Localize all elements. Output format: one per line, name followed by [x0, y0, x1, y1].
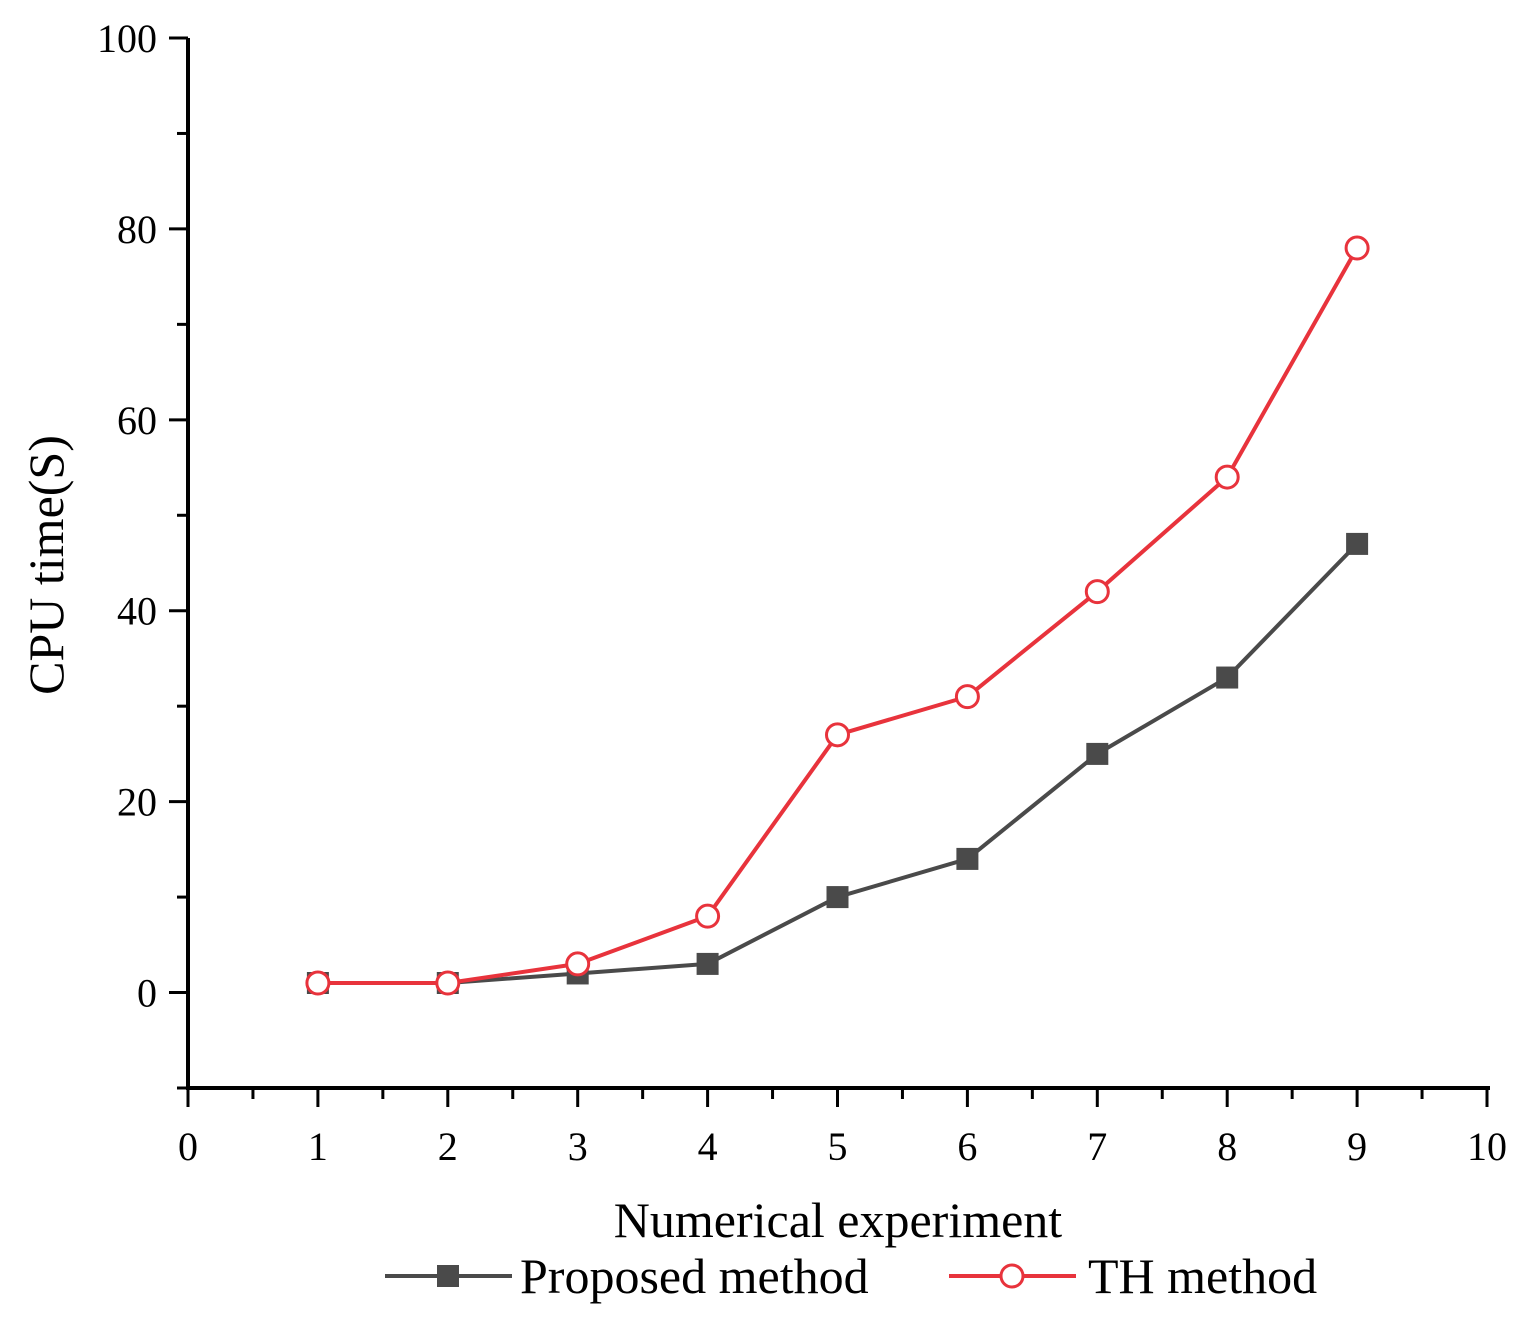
x-tick-label: 2	[438, 1124, 458, 1169]
series-line	[317, 247, 1359, 985]
data-point[interactable]	[825, 722, 850, 748]
y-tick-label: 60	[117, 398, 157, 443]
x-axis-title: Numerical experiment	[614, 1192, 1063, 1248]
data-point[interactable]	[435, 970, 461, 996]
y-tick-label: 40	[117, 589, 157, 634]
tick-marks	[169, 36, 1489, 1107]
legend-label-th-method: TH method	[1088, 1248, 1317, 1304]
y-tick-label: 20	[117, 780, 157, 825]
y-tick-label: 100	[97, 16, 157, 61]
series-th-method	[305, 235, 1370, 996]
x-tick-label: 6	[957, 1124, 977, 1169]
series-line	[317, 542, 1359, 985]
x-tick-label: 0	[178, 1124, 198, 1169]
x-tick-label: 4	[698, 1124, 718, 1169]
x-tick-label: 3	[568, 1124, 588, 1169]
legend-marker-square-icon	[437, 1265, 459, 1287]
data-point[interactable]	[826, 886, 849, 909]
y-tick-label: 0	[137, 971, 157, 1016]
legend-marker-circle-icon	[999, 1263, 1025, 1289]
series-proposed-method	[306, 532, 1369, 994]
data-point[interactable]	[1346, 532, 1369, 555]
data-point[interactable]	[956, 847, 979, 870]
x-tick-label: 7	[1087, 1124, 1107, 1169]
data-point[interactable]	[1086, 742, 1109, 765]
data-point[interactable]	[1216, 666, 1239, 689]
series	[305, 235, 1370, 996]
legend-item-th-method[interactable]: TH method	[949, 1248, 1317, 1304]
x-tick-label: 1	[308, 1124, 328, 1169]
x-tick-label: 10	[1467, 1124, 1507, 1169]
data-point[interactable]	[1084, 579, 1110, 605]
data-point[interactable]	[1214, 464, 1240, 490]
data-point[interactable]	[954, 684, 980, 710]
x-tick-label: 8	[1217, 1124, 1237, 1169]
data-point[interactable]	[1344, 235, 1370, 261]
x-tick-label: 9	[1347, 1124, 1367, 1169]
x-tick-label: 5	[828, 1124, 848, 1169]
data-point[interactable]	[695, 903, 721, 929]
data-point[interactable]	[565, 951, 591, 977]
y-axis-title: CPU time(S)	[18, 435, 74, 695]
legend-item-proposed-method[interactable]: Proposed method	[385, 1248, 869, 1304]
axes	[186, 38, 1490, 1090]
legend: Proposed method TH method	[385, 1248, 1317, 1304]
y-tick-label: 80	[117, 207, 157, 252]
legend-label-proposed-method: Proposed method	[520, 1248, 869, 1304]
data-point[interactable]	[305, 970, 331, 996]
data-point[interactable]	[696, 952, 719, 975]
